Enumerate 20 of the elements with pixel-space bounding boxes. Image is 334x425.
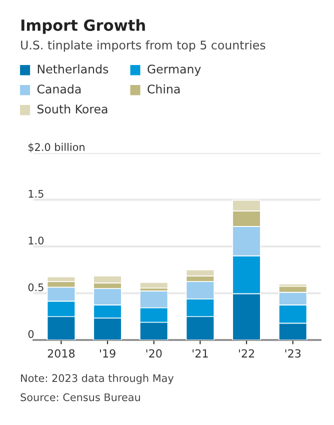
x-tick-label: '22: [238, 349, 254, 358]
x-tick-label: '19: [100, 349, 116, 358]
y-tick-label: $2.0 billion: [28, 142, 84, 152]
legend-label: Germany: [148, 64, 201, 76]
y-tick-label: 1.0: [28, 236, 44, 244]
y-tick-label: 0: [28, 330, 34, 338]
legend-label: Netherlands: [38, 64, 108, 74]
chart-subtitle: U.S. tinplate imports from top 5 countries: [21, 40, 266, 52]
legend-label: Canada: [37, 84, 81, 94]
legend-label: South Korea: [38, 104, 108, 114]
chart-title: Import Growth: [21, 19, 145, 34]
y-tick-label: 0.5: [28, 283, 44, 292]
text: Note: 2023 data through May: [21, 374, 174, 384]
y-tick-label: 1.5: [28, 190, 44, 198]
x-tick-label: '20: [146, 349, 162, 358]
x-tick-label: '23: [285, 349, 301, 358]
x-tick-label: 2018: [48, 349, 75, 358]
x-tick-label: '21: [192, 349, 208, 358]
legend-label: China: [148, 84, 180, 94]
source-note: Source: Census Bureau: [20, 393, 140, 402]
